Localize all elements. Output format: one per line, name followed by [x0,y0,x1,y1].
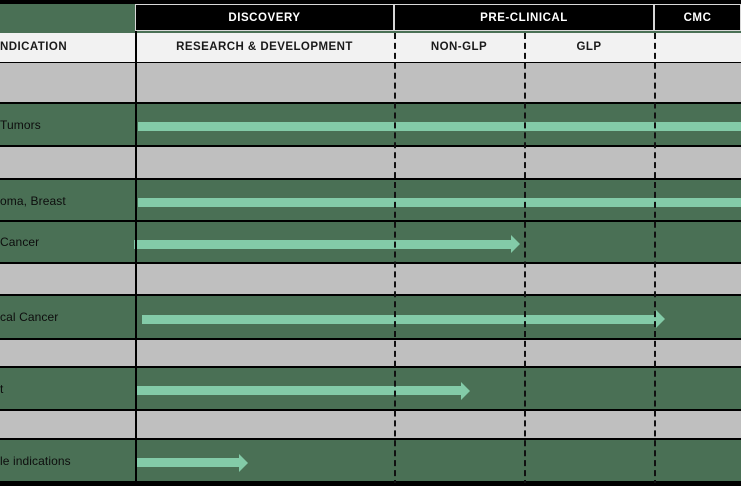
progress-arrow [136,453,248,472]
header-corner-cell [0,0,135,31]
arrow-head-icon [511,235,520,253]
indication-label: oma, Breast [0,193,66,208]
arrow-head-icon [461,381,470,400]
progress-arrow [136,381,470,400]
top-border-strip [0,0,741,4]
subphase-header-cell: RESEARCH & DEVELOPMENT [176,41,353,53]
progress-arrow [138,198,741,207]
chart-body: Tumors oma, Breast Cancer cal Cancer t le ind… [0,63,741,486]
subphase-header-cell: GLP [576,41,602,53]
progress-arrow [138,122,741,131]
subphase-header-cell [654,31,741,63]
arrow-head-icon [239,453,248,472]
bottom-border-strip [0,483,741,486]
indication-row: Cancer [0,220,741,264]
indication-row: le indications [0,438,741,483]
indication-row: oma, Breast [0,178,741,223]
progress-arrow [142,310,665,328]
indication-row: cal Cancer [0,294,741,340]
indication-label: Tumors [0,117,41,132]
phase-header-cell: PRE-CLINICAL [394,4,654,31]
indication-label: cal Cancer [0,310,59,324]
spacer-row [0,340,741,366]
subphase-header-row-bg [0,31,741,63]
phase-header-cell: DISCOVERY [135,4,394,31]
column-divider-dashed [524,33,526,486]
indication-row: Tumors [0,102,741,147]
indication-label: Cancer [0,235,40,249]
column-divider-dashed [654,33,656,486]
subphase-header-cell: NON-GLP [430,41,488,53]
progress-arrow [134,235,520,253]
column-divider-dashed [394,33,396,486]
spacer-row [0,264,741,294]
spacer-row [0,411,741,438]
spacer-row [0,66,741,102]
indication-label: t [0,381,4,396]
subphase-header-cell: NDICATION [0,41,68,53]
spacer-row [0,147,741,183]
indication-label: le indications [0,453,71,468]
header-corner-top-strip [0,0,135,4]
arrow-head-icon [656,310,665,328]
column-divider-solid [135,31,137,486]
phase-header-cell: CMC [654,4,741,31]
indication-row: t [0,366,741,411]
